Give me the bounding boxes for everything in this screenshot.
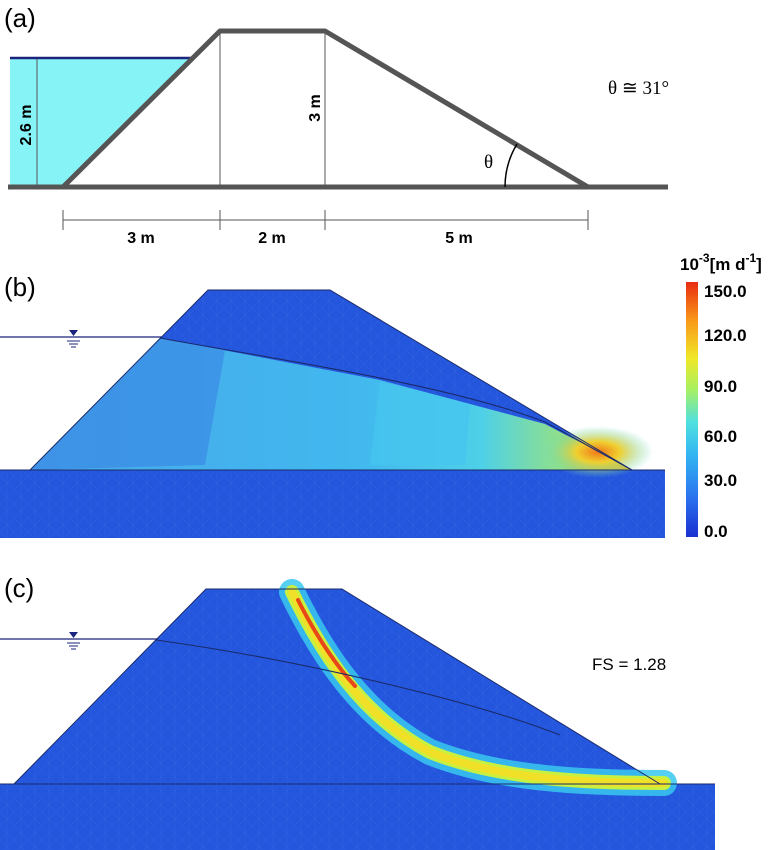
colorbar-tick-150: 150.0	[704, 282, 747, 301]
phreatic-line	[159, 337, 633, 471]
dim-upstream: 3 m	[127, 230, 155, 247]
colorbar-tick-30: 30.0	[704, 471, 737, 490]
angle-note: θ ≅ 31°	[608, 78, 669, 99]
shear-band-peak	[296, 598, 357, 688]
colorbar-gradient	[686, 282, 698, 537]
water-level-symbol-b	[67, 330, 80, 348]
panel-a: (a) 2.6 m 3 m θ θ ≅ 31° 3 m 2 m 5 m	[4, 3, 669, 247]
panel-b-label: (b)	[4, 272, 36, 302]
toe-hotspot	[543, 426, 653, 478]
svg-text:10-3[m d-1]: 10-3[m d-1]	[680, 251, 762, 274]
panel-c: (c) FS = 1.28	[0, 573, 715, 850]
panel-c-label: (c)	[4, 573, 34, 603]
colorbar-unit-exp2: -1	[745, 251, 756, 265]
angle-symbol: θ	[484, 152, 493, 173]
shear-band-inner	[288, 588, 668, 787]
panel-b: (b) 10-3[m d-1] 150.0 120.	[0, 251, 762, 541]
dam-outline	[61, 28, 590, 190]
dam-outline-b	[29, 289, 633, 471]
colorbar: 10-3[m d-1] 150.0 120.0 90.0 60.0 30.0 0…	[680, 251, 762, 541]
dam-outline-c	[13, 588, 661, 785]
colorbar-tick-90: 90.0	[704, 377, 737, 396]
phreatic-line-c	[155, 639, 561, 736]
dimension-line	[62, 210, 589, 230]
panel-a-label: (a)	[4, 3, 36, 33]
reservoir-water	[10, 59, 190, 187]
water-level-symbol-c	[67, 632, 80, 650]
colorbar-unit-exp: -3	[699, 251, 710, 265]
water-depth-label: 2.6 m	[18, 105, 35, 146]
angle-arc	[504, 143, 518, 188]
colorbar-unit-close: ]	[756, 255, 762, 274]
dim-crest: 2 m	[258, 230, 286, 247]
colorbar-tick-60: 60.0	[704, 427, 737, 446]
crest-height-label: 3 m	[307, 94, 324, 122]
dim-downstream: 5 m	[445, 230, 473, 247]
factor-of-safety: FS = 1.28	[592, 655, 666, 674]
colorbar-tick-0: 0.0	[704, 522, 728, 541]
colorbar-unit-base: 10	[680, 255, 699, 274]
colorbar-tick-120: 120.0	[704, 326, 747, 345]
colorbar-unit-main: [m d	[710, 255, 746, 274]
